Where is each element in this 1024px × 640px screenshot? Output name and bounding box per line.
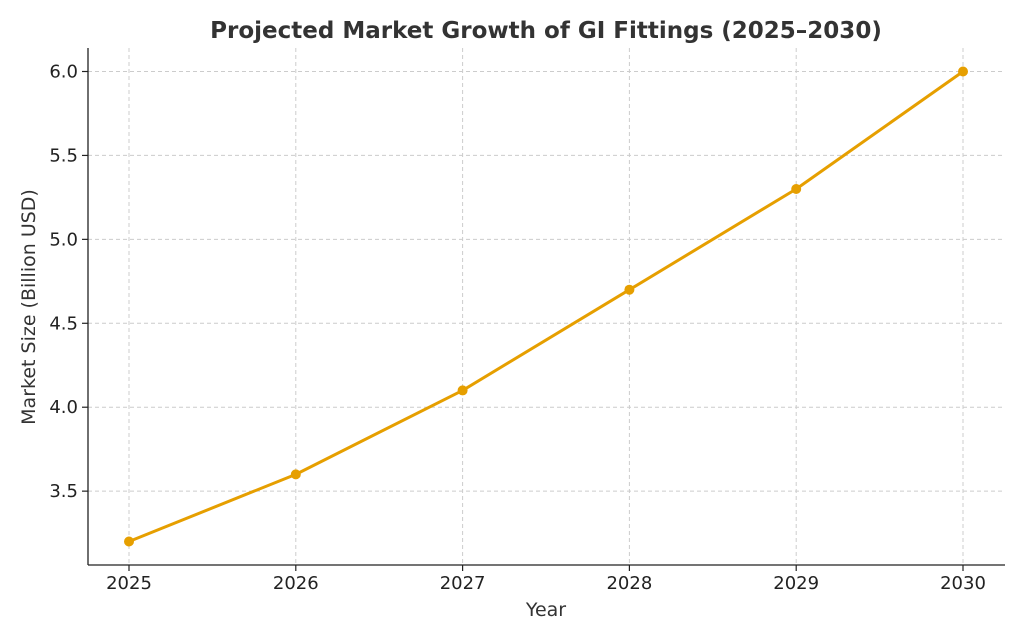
- x-tick-label: 2025: [106, 573, 152, 594]
- axes: [87, 48, 1005, 566]
- series: [124, 66, 968, 547]
- y-tick-label: 5.5: [49, 145, 78, 166]
- x-tick-label: 2029: [773, 573, 819, 594]
- x-axis-label: Year: [525, 599, 566, 621]
- series-line: [127, 70, 965, 543]
- chart-title: Projected Market Growth of GI Fittings (…: [210, 18, 882, 44]
- x-ticks: 2025 2026 2027 2028 2029 2030: [106, 565, 986, 594]
- grid: [88, 48, 1005, 565]
- data-point: [124, 536, 134, 547]
- y-tick-label: 6.0: [49, 62, 78, 83]
- y-ticks: 3.5 4.0 4.5 5.0 5.5 6.0: [49, 62, 88, 502]
- y-tick-label: 4.0: [49, 397, 78, 418]
- y-axis-label: Market Size (Billion USD): [18, 189, 40, 425]
- y-tick-label: 3.5: [49, 481, 78, 502]
- x-tick-label: 2030: [940, 573, 986, 594]
- y-tick-label: 4.5: [49, 313, 78, 334]
- y-tick-label: 5.0: [49, 229, 78, 250]
- x-tick-label: 2026: [273, 573, 319, 594]
- data-point: [457, 385, 468, 396]
- data-point: [624, 284, 635, 295]
- data-point: [290, 469, 301, 480]
- x-tick-label: 2028: [606, 573, 652, 594]
- data-point: [958, 66, 968, 77]
- data-point: [791, 184, 802, 194]
- x-tick-label: 2027: [440, 573, 486, 594]
